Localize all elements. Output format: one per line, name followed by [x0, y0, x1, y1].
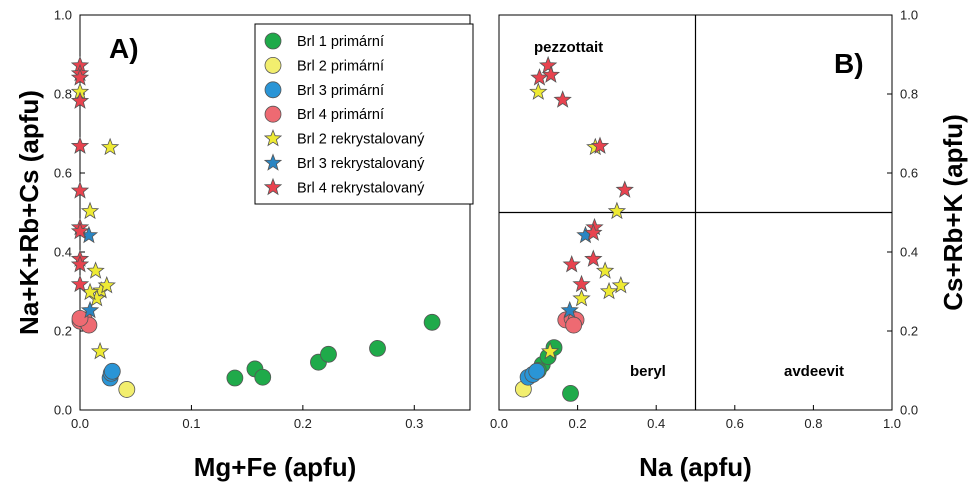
- y-tick-label: 1.0: [54, 8, 72, 23]
- point-brl-4-rekrystalovany: [584, 249, 603, 267]
- point-brl-3-primarni: [103, 362, 121, 380]
- y-tick-label: 0.6: [900, 166, 918, 181]
- point-brl-3-rekrystalovany: [560, 300, 579, 319]
- y-tick-label: 0.4: [54, 245, 72, 260]
- point-brl-1-primarni: [423, 313, 441, 331]
- y-axis-label: Na+K+Rb+Cs (apfu): [14, 90, 44, 335]
- region-label-pezzottait: pezzottait: [534, 39, 603, 56]
- point-brl-4-primarni: [71, 309, 89, 327]
- panel-b: 0.0 0.2 0.4 0.6 0.8 1.00.00.20.40.60.81.0Na (…: [490, 8, 968, 483]
- point-brl-2-rekrystalovany: [611, 275, 630, 294]
- y-tick-label: 0.4: [900, 245, 918, 260]
- point-brl-3-primarni: [528, 362, 546, 380]
- point-brl-2-rekrystalovany: [595, 261, 615, 279]
- point-brl-2-rekrystalovany: [80, 201, 100, 220]
- point-brl-4-primarni: [565, 316, 583, 334]
- y-tick-label: 1.0: [900, 8, 918, 23]
- point-brl-4-rekrystalovany: [530, 68, 549, 86]
- point-brl-2-rekrystalovany: [572, 288, 591, 307]
- point-brl-1-primarni: [320, 345, 337, 363]
- y-tick-label: 0.6: [54, 166, 72, 181]
- point-brl-4-rekrystalovany: [70, 274, 90, 293]
- x-axis-label: Mg+Fe (apfu): [194, 452, 357, 482]
- legend-label-brl-2-rekrystalovany: Brl 2 rekrystalovaný: [297, 132, 425, 148]
- legend-marker-brl-3-primarni: [264, 81, 282, 99]
- point-brl-1-primarni: [369, 339, 386, 357]
- region-label-avdeevit: avdeevit: [784, 363, 844, 380]
- point-brl-4-rekrystalovany: [615, 180, 634, 198]
- legend-label-brl-4-rekrystalovany: Brl 4 rekrystalovaný: [297, 180, 425, 196]
- legend-box: [254, 23, 474, 205]
- panel-a: 0.0 0.1 0.2 0.3 0.0 0.2 0.4 0.6 0.8 1.0 Mg+Fe (apf…: [14, 8, 474, 482]
- x-tick-label: 0.0: [71, 416, 89, 431]
- y-axis-label: Cs+Rb+K (apfu): [938, 114, 968, 310]
- panel-tag: B): [834, 48, 864, 79]
- y-tick-label: 0.8: [54, 87, 72, 102]
- x-tick-label: 0.2: [294, 416, 312, 431]
- legend-marker-brl-4-primarni: [264, 105, 282, 123]
- point-brl-4-rekrystalovany: [572, 274, 591, 293]
- point-brl-4-rekrystalovany: [590, 136, 610, 154]
- legend-marker-brl-3-rekrystalovany: [263, 153, 283, 171]
- legend-label-brl-4-primarni: Brl 4 primární: [297, 107, 384, 123]
- point-brl-4-rekrystalovany: [541, 65, 561, 83]
- point-brl-4-rekrystalovany: [70, 221, 90, 240]
- point-brl-4-rekrystalovany: [70, 136, 90, 154]
- legend-label-brl-2-primarni: Brl 2 primární: [297, 58, 384, 74]
- x-tick-label: 0.0: [490, 416, 508, 431]
- point-brl-2-rekrystalovany: [599, 281, 619, 300]
- point-brl-4-rekrystalovany: [584, 223, 603, 241]
- legend-marker-brl-1-primarni: [264, 32, 282, 50]
- y-tick-label: 0.0: [900, 403, 918, 418]
- x-tick-label: 0.2: [569, 416, 587, 431]
- legend-marker-brl-2-rekrystalovany: [263, 128, 283, 147]
- x-tick-label: 0.6: [726, 416, 744, 431]
- y-tick-label: 0.2: [54, 324, 72, 339]
- y-tick-label: 0.2: [900, 324, 918, 339]
- point-brl-1-primarni: [562, 385, 579, 402]
- x-tick-label: 1.0: [883, 416, 901, 431]
- x-tick-label: 0.4: [647, 416, 665, 431]
- point-brl-3-rekrystalovany: [80, 300, 100, 319]
- point-brl-2-rekrystalovany: [607, 201, 627, 220]
- legend-label-brl-3-rekrystalovany: Brl 3 rekrystalovaný: [297, 156, 425, 172]
- y-tick-label: 0.8: [900, 87, 918, 102]
- point-brl-2-primarni: [118, 381, 136, 398]
- point-brl-4-rekrystalovany: [70, 91, 90, 109]
- point-brl-1-primarni: [226, 369, 244, 387]
- point-brl-2-rekrystalovany: [529, 82, 548, 100]
- point-brl-2-rekrystalovany: [97, 275, 116, 294]
- point-brl-4-rekrystalovany: [70, 68, 90, 86]
- x-tick-label: 0.1: [182, 416, 200, 431]
- point-brl-2-rekrystalovany: [86, 261, 105, 279]
- point-brl-2-rekrystalovany: [90, 341, 110, 360]
- point-brl-4-rekrystalovany: [538, 55, 558, 74]
- point-brl-1-primarni: [254, 368, 272, 386]
- legend-label-brl-3-primarni: Brl 3 primární: [297, 83, 384, 99]
- y-tick-label: 0.0: [54, 403, 72, 418]
- legend-marker-brl-2-primarni: [264, 57, 282, 74]
- region-label-beryl: beryl: [630, 363, 666, 380]
- legend-label-brl-1-primarni: Brl 1 primární: [297, 34, 384, 50]
- legend-marker-brl-4-rekrystalovany: [263, 177, 283, 196]
- point-brl-4-rekrystalovany: [70, 181, 90, 199]
- point-brl-4-rekrystalovany: [562, 255, 581, 273]
- point-brl-2-rekrystalovany: [540, 341, 560, 360]
- panel-tag: A): [109, 33, 139, 64]
- x-tick-label: 0.3: [405, 416, 423, 431]
- point-brl-2-rekrystalovany: [100, 137, 120, 156]
- point-brl-4-rekrystalovany: [70, 255, 90, 273]
- plot-frame: [79, 14, 471, 411]
- x-tick-label: 0.8: [804, 416, 822, 431]
- x-axis-label: Na (apfu): [639, 452, 752, 482]
- point-brl-4-rekrystalovany: [553, 90, 572, 108]
